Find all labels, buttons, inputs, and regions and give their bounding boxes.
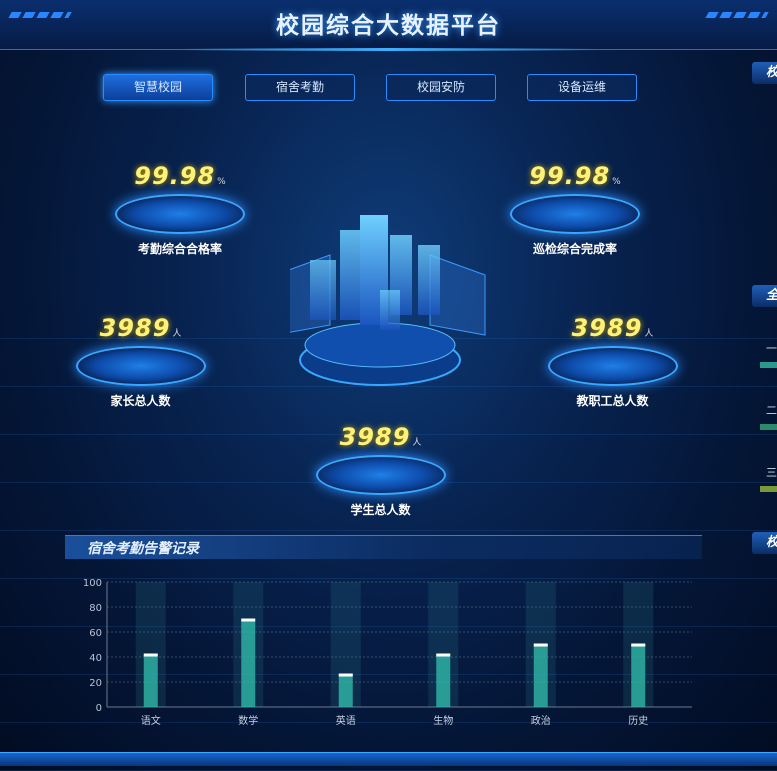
stat-unit: 人 [412, 438, 422, 448]
chart-header: 宿舍考勤告警记录 [65, 535, 702, 559]
x-tick-label: 数学 [238, 714, 258, 727]
disc-icon [510, 194, 640, 234]
y-tick-label: 20 [89, 678, 102, 689]
header-glow [180, 48, 597, 51]
bar [241, 619, 256, 707]
x-tick-label: 生物 [433, 714, 453, 727]
stat-unit: % [612, 177, 621, 187]
stat-value: 3989 [571, 314, 643, 342]
right-panel-header: 全 [752, 285, 777, 307]
stat-attendance-rate: 99.98% 考勤综合合格率 [110, 162, 250, 257]
rank-bar [760, 486, 777, 492]
disc-icon [315, 455, 446, 495]
bar-cap [338, 673, 353, 677]
stat-unit: % [217, 177, 226, 187]
tab-smart-campus[interactable]: 智慧校园 [103, 74, 213, 101]
stat-label: 教职工总人数 [576, 394, 649, 408]
header: 校园综合大数据平台 [0, 0, 777, 51]
x-tick-label: 历史 [628, 715, 648, 727]
bar [436, 654, 451, 707]
bar-cap [533, 643, 548, 647]
stat-parents: 3989 人 家长总人数 [73, 314, 208, 409]
page-title: 校园综合大数据平台 [276, 13, 501, 39]
stat-students: 3989 人 学生总人数 [313, 423, 448, 518]
right-panel-header: 校 [752, 62, 777, 84]
stat-unit: 人 [644, 329, 654, 339]
rank-bar [760, 362, 777, 368]
stat-value: 99.98 [529, 162, 611, 190]
bar [338, 674, 353, 707]
stat-unit: 人 [172, 329, 182, 339]
disc-icon [115, 194, 245, 234]
rank-label: 二 [766, 404, 777, 417]
disc-icon [75, 346, 206, 386]
y-tick-label: 40 [89, 653, 102, 664]
disc-icon [547, 346, 678, 386]
tab-dorm-attendance[interactable]: 宿舍考勤 [245, 74, 355, 101]
bar-cap [241, 618, 256, 622]
rank-bar [760, 424, 777, 430]
bar-cap [143, 653, 158, 657]
x-tick-label: 英语 [336, 714, 356, 727]
y-tick-label: 100 [83, 578, 102, 589]
bar [533, 644, 548, 707]
x-tick-label: 政治 [531, 714, 551, 727]
stat-staff: 3989 人 教职工总人数 [545, 314, 680, 409]
bar-chart: 0 20 40 60 80 100 语文 数学 英语 生物 政治 历史 [83, 578, 692, 727]
campus-3d-model-icon [290, 215, 486, 386]
y-tick-label: 80 [89, 603, 102, 614]
rank-label: 三 [766, 466, 777, 479]
y-tick-label: 0 [96, 703, 102, 714]
right-panel-header: 校 [752, 532, 777, 554]
rank-label: 一 [766, 342, 777, 355]
stat-label: 考勤综合合格率 [137, 242, 222, 256]
stat-label: 学生总人数 [350, 503, 411, 517]
tab-device-maintenance[interactable]: 设备运维 [527, 74, 637, 101]
bar-cap [631, 643, 646, 647]
stat-value: 99.98 [134, 162, 216, 190]
bar-cap [436, 653, 451, 657]
stat-value: 3989 [99, 314, 171, 342]
stat-value: 3989 [339, 423, 411, 451]
footer-bar [0, 752, 777, 766]
y-tick-label: 60 [89, 628, 102, 639]
bar [631, 644, 646, 707]
tab-campus-security[interactable]: 校园安防 [386, 74, 496, 101]
stat-label: 家长总人数 [110, 394, 171, 408]
stat-label: 巡检综合完成率 [532, 242, 617, 256]
bar [143, 654, 158, 707]
x-tick-label: 语文 [141, 714, 161, 727]
stat-patrol-rate: 99.98% 巡检综合完成率 [505, 162, 645, 257]
chart-title: 宿舍考勤告警记录 [87, 541, 199, 557]
